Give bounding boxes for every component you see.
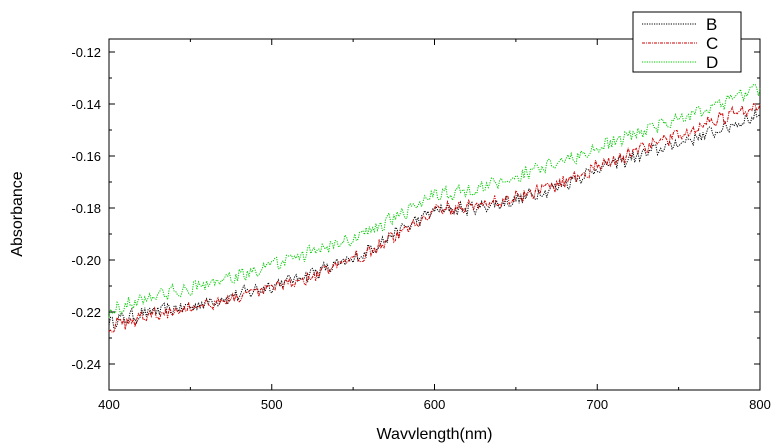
y-tick-label: -0.22 <box>71 305 101 320</box>
x-tick-label: 600 <box>424 397 446 412</box>
y-tick-label: -0.18 <box>71 201 101 216</box>
x-tick-label: 700 <box>586 397 608 412</box>
legend: BCD <box>632 11 742 73</box>
legend-label-d: D <box>706 53 718 72</box>
legend-label-b: B <box>706 15 717 34</box>
y-tick-label: -0.24 <box>71 357 101 372</box>
series-line-c <box>108 103 761 334</box>
series-line-d <box>108 83 761 318</box>
series-line-b <box>108 108 761 330</box>
plot-frame <box>108 38 761 391</box>
y-tick-label: -0.14 <box>71 97 101 112</box>
y-tick-label: -0.16 <box>71 149 101 164</box>
x-tick-label: 400 <box>98 397 120 412</box>
series-layer <box>108 83 761 334</box>
x-tick-label: 500 <box>261 397 283 412</box>
y-tick-label: -0.20 <box>71 253 101 268</box>
ticks-layer: 400 500 600 700 800 -0.24 -0.22 -0.20 -0.18 -0.16… <box>71 39 771 412</box>
x-axis-label: Wavvlength(nm) <box>377 426 493 443</box>
y-axis-label: Absorbance <box>9 171 26 256</box>
x-tick-label: 800 <box>749 397 771 412</box>
y-tick-label: -0.12 <box>71 45 101 60</box>
legend-label-c: C <box>706 34 718 53</box>
legend-box <box>632 11 742 73</box>
